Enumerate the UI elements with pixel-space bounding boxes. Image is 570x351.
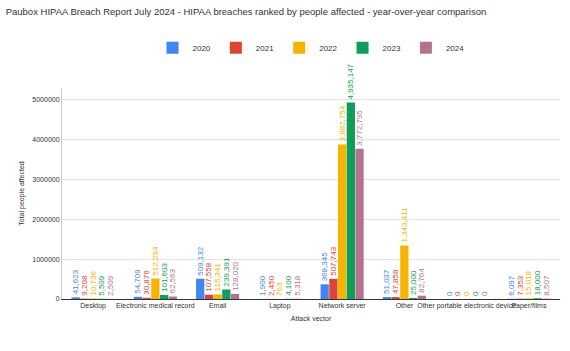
- svg-text:51,037: 51,037: [382, 269, 391, 294]
- svg-text:Network server: Network server: [319, 302, 367, 309]
- svg-text:18,000: 18,000: [533, 270, 542, 295]
- svg-text:25,000: 25,000: [409, 270, 418, 295]
- svg-text:5,318: 5,318: [293, 275, 302, 296]
- svg-text:82,764: 82,764: [417, 268, 426, 293]
- svg-text:3000000: 3000000: [32, 176, 59, 183]
- svg-text:Laptop: Laptop: [269, 302, 291, 310]
- svg-text:Paubox HIPAA Breach Report Jul: Paubox HIPAA Breach Report July 2024 - H…: [6, 6, 487, 17]
- svg-text:Paper/films: Paper/films: [511, 302, 547, 310]
- svg-text:115,341: 115,341: [213, 263, 222, 292]
- svg-text:2024: 2024: [446, 44, 464, 53]
- svg-text:4000000: 4000000: [32, 136, 59, 143]
- svg-text:4,935,147: 4,935,147: [346, 63, 355, 99]
- svg-text:0: 0: [453, 291, 462, 296]
- svg-text:2022: 2022: [319, 44, 337, 53]
- svg-text:1000000: 1000000: [32, 256, 59, 263]
- svg-text:7,353: 7,353: [516, 275, 525, 296]
- svg-text:47,858: 47,858: [391, 269, 400, 294]
- svg-text:107,558: 107,558: [204, 262, 213, 291]
- svg-text:Other: Other: [396, 302, 414, 309]
- svg-text:6,097: 6,097: [507, 275, 516, 296]
- svg-text:763: 763: [275, 282, 284, 296]
- svg-text:101,603: 101,603: [160, 262, 169, 291]
- svg-text:41,623: 41,623: [71, 269, 80, 294]
- svg-text:4,100: 4,100: [284, 275, 293, 296]
- svg-text:2000000: 2000000: [32, 216, 59, 223]
- svg-text:54,709: 54,709: [133, 269, 142, 294]
- svg-text:509,132: 509,132: [196, 246, 205, 275]
- svg-text:2,450: 2,450: [267, 275, 276, 296]
- svg-text:9,208: 9,208: [80, 275, 89, 296]
- svg-text:8,507: 8,507: [542, 275, 551, 296]
- svg-text:128,020: 128,020: [231, 261, 240, 290]
- svg-text:0: 0: [480, 291, 489, 296]
- svg-text:10,736: 10,736: [89, 271, 98, 296]
- svg-text:0: 0: [56, 295, 60, 302]
- svg-text:368,345: 368,345: [320, 252, 329, 281]
- svg-text:2023: 2023: [383, 44, 401, 53]
- svg-text:5,509: 5,509: [97, 275, 106, 296]
- svg-text:2020: 2020: [193, 44, 211, 53]
- svg-text:0: 0: [471, 291, 480, 296]
- svg-text:512,294: 512,294: [151, 246, 160, 275]
- svg-text:5000000: 5000000: [32, 96, 59, 103]
- svg-text:0: 0: [445, 291, 454, 296]
- svg-text:Other portable electronic devi: Other portable electronic device: [417, 302, 516, 310]
- svg-text:62,563: 62,563: [168, 268, 177, 293]
- svg-text:Desktop: Desktop: [80, 302, 106, 310]
- svg-text:Total people affected: Total people affected: [18, 161, 26, 226]
- svg-text:1,343,411: 1,343,411: [400, 207, 409, 243]
- svg-text:Electronic medical record: Electronic medical record: [116, 302, 195, 309]
- svg-text:239,391: 239,391: [222, 257, 231, 286]
- svg-text:Email: Email: [209, 302, 227, 309]
- svg-text:0: 0: [462, 291, 471, 296]
- svg-text:3,772,795: 3,772,795: [355, 110, 364, 146]
- svg-text:30,876: 30,876: [142, 270, 151, 295]
- svg-text:2021: 2021: [256, 44, 274, 53]
- svg-text:15,018: 15,018: [524, 270, 533, 295]
- svg-text:2,509: 2,509: [106, 275, 115, 296]
- svg-text:1,900: 1,900: [258, 275, 267, 296]
- svg-text:507,743: 507,743: [329, 246, 338, 275]
- svg-text:3,882,754: 3,882,754: [338, 105, 347, 141]
- svg-text:Attack vector: Attack vector: [291, 315, 332, 322]
